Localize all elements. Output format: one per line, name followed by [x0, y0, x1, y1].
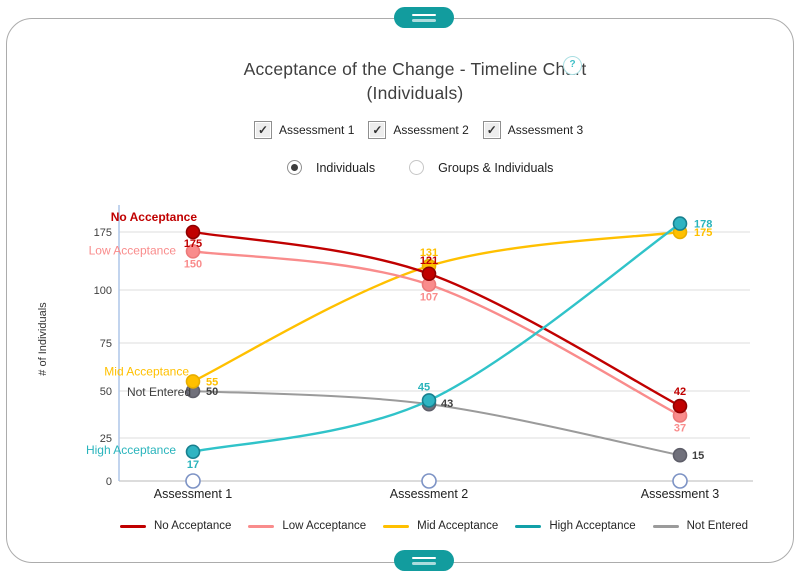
axis-node	[185, 473, 201, 489]
data-point-label-high-acceptance: 45	[418, 381, 430, 393]
radio-groups-individuals-group: Groups & Individuals	[409, 160, 553, 175]
assessment-1-checkbox-label: Assessment 1	[279, 123, 355, 137]
data-point-label-mid-acceptance: 55	[206, 376, 218, 388]
data-point-label-low-acceptance: 37	[674, 422, 686, 434]
legend-swatch-icon	[383, 524, 410, 528]
series-name-label-not-entered: Not Entered	[127, 385, 191, 399]
y-tick-label: 75	[100, 338, 112, 350]
axis-node	[672, 473, 688, 489]
assessment-2-checkbox-group: ✓ Assessment 2	[368, 121, 469, 139]
data-point-label-mid-acceptance: 131	[420, 247, 438, 259]
assessment-3-checkbox-label: Assessment 3	[507, 123, 584, 137]
page-title: Acceptance of the Change - Timeline Char…	[243, 59, 587, 79]
data-point-mid-acceptance	[185, 374, 201, 389]
y-tick-label: 50	[100, 386, 112, 398]
assessment-3-checkbox[interactable]: ✓	[482, 121, 501, 139]
menu-lines-icon	[412, 562, 436, 565]
data-point-high-acceptance	[421, 393, 437, 408]
y-tick-label: 100	[94, 285, 112, 297]
data-point-label-low-acceptance: 150	[184, 258, 202, 270]
data-point-label-high-acceptance: 17	[187, 459, 199, 471]
data-point-label-no-acceptance: 175	[184, 238, 202, 250]
data-point-label-not-entered: 15	[692, 450, 704, 462]
y-tick-label: 25	[100, 433, 112, 445]
bottom-menu-handle[interactable]	[394, 550, 454, 571]
axis-node	[421, 473, 437, 489]
series-line-not-entered	[192, 390, 681, 457]
legend-swatch-icon	[120, 524, 146, 528]
legend-swatch-icon	[515, 524, 542, 528]
legend-label: Not Entered	[686, 520, 748, 532]
data-point-no-acceptance	[185, 224, 201, 240]
menu-lines-icon	[412, 13, 436, 16]
assessment-2-checkbox[interactable]: ✓	[368, 121, 387, 139]
x-category-label: Assessment 2	[390, 487, 469, 501]
data-point-label-high-acceptance: 178	[694, 219, 712, 231]
chart-legend: No Acceptance Low Acceptance Mid Accepta…	[120, 520, 748, 532]
legend-swatch-icon	[248, 524, 275, 528]
legend-item-no-acceptance: No Acceptance	[120, 520, 231, 532]
assessment-filter-row: ✓ Assessment 1 ✓ Assessment 2 ✓ Assessme…	[254, 121, 583, 139]
legend-label: No Acceptance	[154, 520, 232, 532]
data-point-label-no-acceptance: 121	[420, 255, 438, 267]
data-point-not-entered	[672, 447, 688, 463]
radio-individuals[interactable]	[287, 160, 302, 175]
help-icon[interactable]: ?	[563, 56, 582, 75]
data-point-low-acceptance	[185, 244, 201, 259]
legend-item-not-entered: Not Entered	[652, 520, 748, 532]
legend-label: Low Acceptance	[282, 520, 367, 532]
y-tick-label: 0	[106, 476, 112, 488]
radio-groups-individuals[interactable]	[409, 160, 425, 175]
menu-lines-icon	[412, 19, 436, 22]
data-point-label-no-acceptance: 42	[674, 386, 686, 398]
legend-item-high-acceptance: High Acceptance	[515, 520, 636, 532]
series-name-label-no-acceptance: No Acceptance	[111, 210, 198, 224]
radio-groups-individuals-label: Groups & Individuals	[438, 160, 554, 175]
legend-swatch-icon	[652, 524, 679, 528]
radio-individuals-label: Individuals	[316, 160, 376, 175]
legend-item-low-acceptance: Low Acceptance	[248, 520, 366, 532]
assessment-2-checkbox-label: Assessment 2	[393, 123, 469, 137]
x-category-label: Assessment 1	[154, 487, 233, 501]
chart-title-block: Acceptance of the Change - Timeline Char…	[36, 57, 794, 105]
series-name-label-high-acceptance: High Acceptance	[86, 443, 176, 457]
top-menu-handle[interactable]	[394, 7, 454, 28]
data-point-label-not-entered: 50	[206, 386, 218, 398]
x-category-label: Assessment 3	[641, 487, 720, 501]
series-name-label-low-acceptance: Low Acceptance	[89, 243, 177, 257]
legend-label: Mid Acceptance	[417, 520, 499, 532]
y-axis-title: # of Individuals	[37, 302, 49, 376]
view-mode-row: Individuals Groups & Individuals	[287, 160, 553, 175]
assessment-1-checkbox[interactable]: ✓	[254, 121, 272, 139]
page-subtitle: (Individuals)	[366, 83, 464, 103]
assessment-1-checkbox-group: ✓ Assessment 1	[254, 121, 354, 139]
data-point-label-mid-acceptance: 175	[694, 227, 712, 239]
data-point-label-not-entered: 43	[441, 398, 453, 410]
legend-item-mid-acceptance: Mid Acceptance	[383, 520, 498, 532]
data-point-high-acceptance	[185, 444, 201, 460]
data-point-label-low-acceptance: 107	[420, 292, 438, 304]
series-name-label-mid-acceptance: Mid Acceptance	[104, 364, 189, 378]
data-point-no-acceptance	[672, 398, 688, 414]
legend-label: High Acceptance	[549, 520, 636, 532]
y-tick-label: 175	[94, 227, 112, 239]
radio-selected-dot-icon	[291, 164, 298, 171]
menu-lines-icon	[412, 556, 436, 559]
radio-individuals-group: Individuals	[287, 160, 375, 175]
assessment-3-checkbox-group: ✓ Assessment 3	[482, 121, 584, 139]
data-point-high-acceptance	[672, 216, 688, 231]
data-point-no-acceptance	[421, 266, 437, 282]
